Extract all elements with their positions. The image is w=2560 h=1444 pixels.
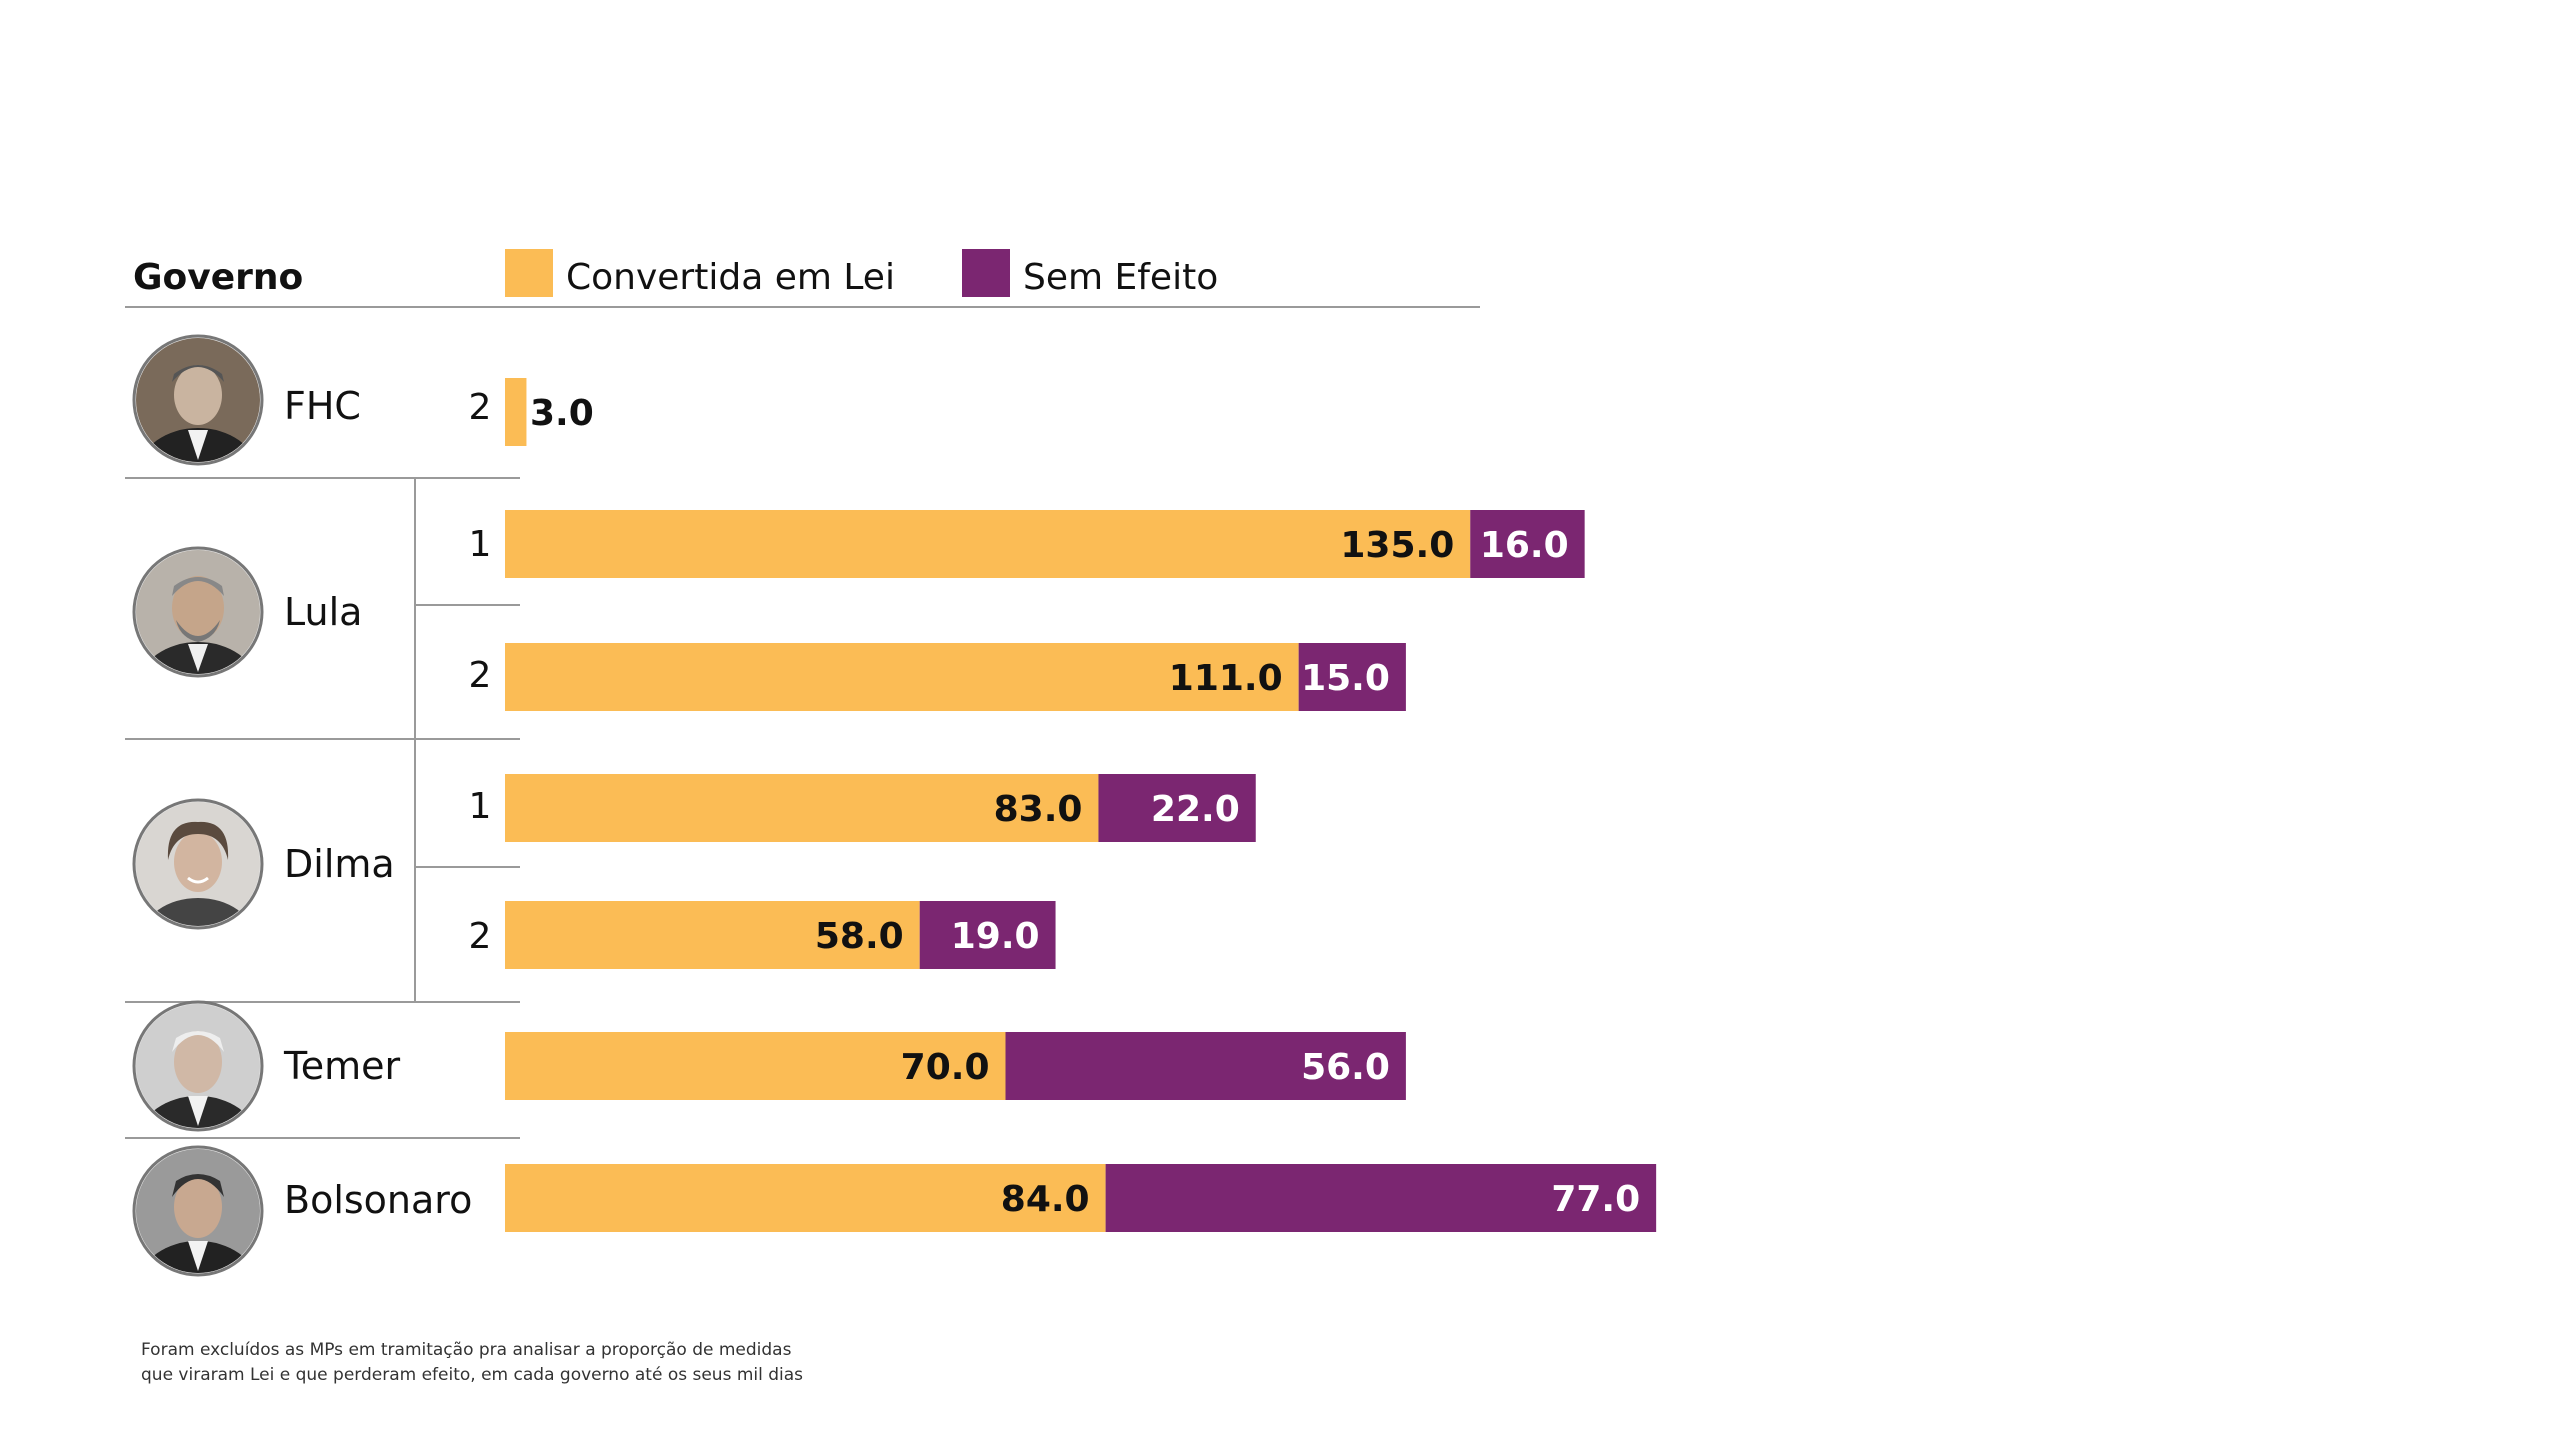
term-label: 2 xyxy=(469,655,492,696)
bar-sem-efeito-lula-1 xyxy=(1470,510,1585,578)
value-label-convertida: 111.0 xyxy=(1169,658,1283,699)
bar-sem-efeito-temer-unico xyxy=(1005,1032,1406,1100)
government-bolsonaro: Bolsonaro xyxy=(132,1145,472,1277)
value-label-sem-efeito: 15.0 xyxy=(1301,658,1390,699)
value-label-convertida: 135.0 xyxy=(1340,525,1454,566)
bar-sem-efeito-bolsonaro-unico xyxy=(1105,1164,1657,1232)
dilma-portrait-icon xyxy=(132,798,264,930)
term-label: 2 xyxy=(469,916,492,957)
term-label: 2 xyxy=(469,387,492,428)
bar-convertida-dilma-2 xyxy=(505,901,920,969)
term-label: 1 xyxy=(469,786,492,827)
government-temer: Temer xyxy=(132,1000,401,1132)
bar-convertida-fhc-2 xyxy=(505,378,527,446)
bar-convertida-dilma-1 xyxy=(505,774,1099,842)
government-lula: Lula xyxy=(132,546,362,678)
lula-portrait-icon xyxy=(132,546,264,678)
bar-sem-efeito-lula-2 xyxy=(1298,643,1406,711)
legend-swatch-sem-efeito xyxy=(962,249,1010,297)
value-label-convertida: 3.0 xyxy=(530,393,594,434)
value-label-sem-efeito: 77.0 xyxy=(1551,1179,1640,1220)
government-fhc: FHC xyxy=(132,334,361,466)
bars-group: 3.0 16.0 135.0 15.0 111.0 22.0 83.0 19.0 58.0 56.… xyxy=(505,378,1657,1232)
government-name: Bolsonaro xyxy=(284,1178,472,1222)
government-name: Lula xyxy=(284,590,362,634)
term-label: 1 xyxy=(469,524,492,565)
bar-convertida-lula-1 xyxy=(505,510,1471,578)
government-name: FHC xyxy=(284,384,361,428)
bar-sem-efeito-dilma-2 xyxy=(919,901,1056,969)
value-label-sem-efeito: 19.0 xyxy=(951,916,1040,957)
value-label-convertida: 84.0 xyxy=(1001,1179,1090,1220)
bar-convertida-lula-2 xyxy=(505,643,1299,711)
bar-sem-efeito-dilma-1 xyxy=(1098,774,1256,842)
government-name: Dilma xyxy=(284,842,395,886)
government-dilma: Dilma xyxy=(132,798,395,930)
value-label-sem-efeito: 56.0 xyxy=(1301,1047,1390,1088)
bolsonaro-portrait-icon xyxy=(132,1145,264,1277)
bar-convertida-bolsonaro-unico xyxy=(505,1164,1106,1232)
footnote-line-1: Foram excluídos as MPs em tramitação pra… xyxy=(141,1340,792,1360)
value-label-convertida: 70.0 xyxy=(901,1047,990,1088)
footnote-line-2: que viraram Lei e que perderam efeito, e… xyxy=(141,1365,803,1385)
legend-label-sem-efeito: Sem Efeito xyxy=(1023,257,1218,298)
governo-header: Governo xyxy=(133,257,303,298)
fhc-portrait-icon xyxy=(132,334,264,466)
legend-label-convertida: Convertida em Lei xyxy=(566,257,895,298)
value-label-convertida: 58.0 xyxy=(815,916,904,957)
government-name: Temer xyxy=(283,1044,401,1088)
temer-portrait-icon xyxy=(132,1000,264,1132)
value-label-sem-efeito: 22.0 xyxy=(1151,789,1240,830)
legend-swatch-convertida xyxy=(505,249,553,297)
value-label-convertida: 83.0 xyxy=(994,789,1083,830)
bar-convertida-temer-unico xyxy=(505,1032,1006,1100)
value-label-sem-efeito: 16.0 xyxy=(1480,525,1569,566)
